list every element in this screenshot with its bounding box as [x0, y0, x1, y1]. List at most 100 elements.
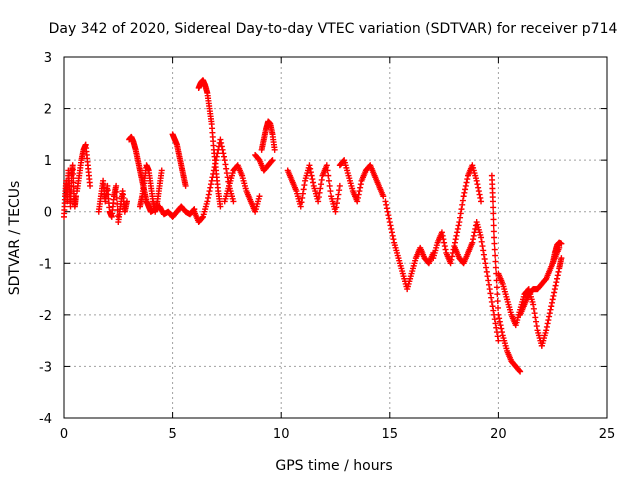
data-point — [214, 150, 221, 157]
data-point — [439, 232, 446, 239]
data-point — [326, 182, 333, 189]
data-point — [458, 206, 465, 213]
data-point — [309, 176, 316, 183]
data-point — [495, 311, 502, 318]
series-seg-r — [488, 172, 524, 375]
gridlines — [64, 57, 607, 418]
data-point — [491, 316, 498, 323]
data-point — [549, 296, 556, 303]
data-point — [490, 204, 497, 211]
data-point — [218, 139, 225, 146]
data-point — [551, 286, 558, 293]
data-point — [307, 165, 314, 172]
data-point — [389, 232, 396, 239]
data-point — [336, 187, 343, 194]
data-point — [454, 225, 461, 232]
data-point — [545, 317, 552, 324]
series-seg-i — [191, 136, 237, 226]
data-point — [268, 158, 275, 165]
data-point — [317, 185, 324, 192]
data-point — [456, 219, 463, 226]
y-tick-label: -3 — [39, 360, 52, 375]
data-point — [487, 290, 494, 297]
data-point — [489, 198, 496, 205]
series-seg-g — [169, 131, 189, 189]
data-point — [481, 255, 488, 262]
data-point — [490, 216, 497, 223]
data-point — [499, 329, 506, 336]
x-tick-label: 25 — [599, 427, 616, 442]
data-point — [473, 177, 480, 184]
data-point — [488, 294, 495, 301]
data-point — [471, 229, 478, 236]
y-tick-label: 1 — [44, 154, 52, 169]
data-point — [457, 214, 464, 221]
data-point — [447, 260, 454, 267]
data-point — [221, 153, 228, 160]
data-point — [533, 318, 540, 325]
data-point — [461, 189, 468, 196]
data-point — [298, 199, 305, 206]
data-point — [488, 298, 495, 305]
data-point — [230, 198, 237, 205]
data-point — [451, 239, 458, 246]
data-point — [387, 222, 394, 229]
data-point — [440, 236, 447, 243]
data-point — [491, 234, 498, 241]
data-point — [517, 368, 524, 375]
data-point — [532, 314, 539, 321]
data-point — [462, 182, 469, 189]
x-tick-label: 0 — [60, 427, 68, 442]
data-points — [61, 77, 565, 375]
data-point — [357, 184, 364, 191]
series-seg-o — [382, 198, 437, 293]
data-point — [543, 323, 550, 330]
data-point — [441, 243, 448, 250]
data-point — [455, 222, 462, 229]
data-point — [208, 177, 215, 184]
data-point — [385, 212, 392, 219]
data-point — [382, 198, 389, 205]
data-point — [484, 273, 491, 280]
data-point — [386, 219, 393, 226]
data-point — [464, 176, 471, 183]
data-point — [209, 174, 216, 181]
series-seg-v — [549, 239, 565, 267]
x-tick-labels: 0 5 10 15 20 25 — [60, 427, 615, 442]
data-point — [480, 251, 487, 258]
data-point — [324, 167, 331, 174]
data-point — [496, 318, 503, 325]
series-seg-p — [430, 162, 485, 267]
data-point — [158, 167, 165, 174]
data-point — [476, 191, 483, 198]
plot-frame — [63, 56, 608, 419]
data-point — [212, 160, 219, 167]
data-point — [457, 210, 464, 217]
data-point — [383, 205, 390, 212]
data-point — [224, 174, 231, 181]
data-point — [438, 229, 445, 236]
data-point — [113, 188, 120, 195]
data-point — [308, 172, 315, 179]
data-point — [543, 327, 550, 334]
chart-title: Day 342 of 2020, Sidereal Day-to-day VTE… — [49, 21, 618, 37]
data-point — [482, 260, 489, 267]
data-point — [550, 292, 557, 299]
x-axis-label: GPS time / hours — [275, 458, 392, 474]
data-point — [357, 181, 364, 188]
data-point — [492, 320, 499, 327]
data-point — [301, 182, 308, 189]
data-point — [449, 253, 456, 260]
data-point — [491, 240, 498, 247]
data-point — [478, 234, 485, 241]
data-point — [552, 282, 559, 289]
data-point — [333, 200, 340, 207]
data-point — [448, 256, 455, 263]
data-point — [490, 222, 497, 229]
data-point — [220, 150, 227, 157]
data-point — [182, 182, 189, 189]
data-point — [383, 201, 390, 208]
data-point — [213, 153, 220, 160]
data-point — [356, 188, 363, 195]
data-point — [380, 193, 387, 200]
